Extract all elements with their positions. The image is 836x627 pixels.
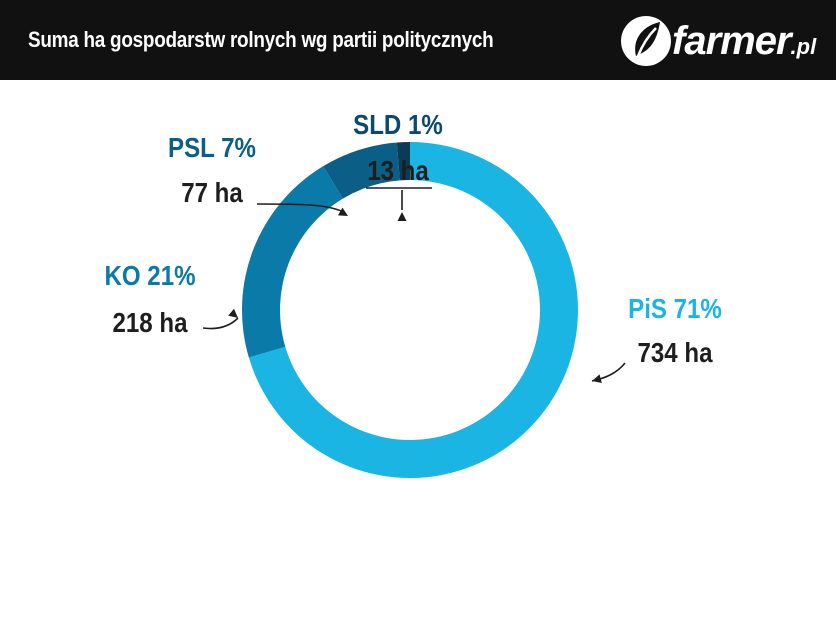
logo-suffix-text: .pl [790, 34, 817, 59]
page-title: Suma ha gospodarstw rolnych wg partii po… [28, 27, 494, 52]
arrow-head-ko [228, 308, 238, 318]
donut-slices [241, 142, 578, 479]
label-percent-sld: SLD 1% [353, 108, 443, 140]
logo-wordmark: farmer.pl [672, 12, 816, 70]
leaf-logo-icon [621, 16, 671, 66]
label-percent-ko: KO 21% [104, 259, 195, 291]
donut-chart: PiS 71% 734 ha KO 21% 218 ha PSL 7% 77 ha SLD … [104, 108, 722, 479]
farmer-logo[interactable]: farmer.pl [618, 12, 830, 70]
label-value-sld: 13 ha [367, 154, 429, 186]
label-value-psl: 77 ha [181, 176, 243, 208]
slice-ko [241, 166, 343, 358]
arrow-head-pis [592, 374, 602, 384]
label-percent-psl: PSL 7% [168, 131, 256, 163]
slice-sld [396, 142, 410, 181]
label-value-ko: 218 ha [113, 306, 188, 338]
label-value-pis: 734 ha [638, 336, 713, 368]
logo-main-text: farmer [672, 19, 792, 63]
label-percent-pis: PiS 71% [628, 292, 722, 324]
slice-labels: PiS 71% 734 ha KO 21% 218 ha PSL 7% 77 ha SLD … [104, 108, 722, 384]
slice-psl [323, 142, 400, 199]
arrow-head-psl [337, 207, 348, 216]
leader-line-ko [202, 317, 239, 330]
leader-line-psl [256, 203, 346, 214]
arrow-head-sld [397, 212, 407, 221]
header-bar: Suma ha gospodarstw rolnych wg partii po… [0, 0, 836, 80]
